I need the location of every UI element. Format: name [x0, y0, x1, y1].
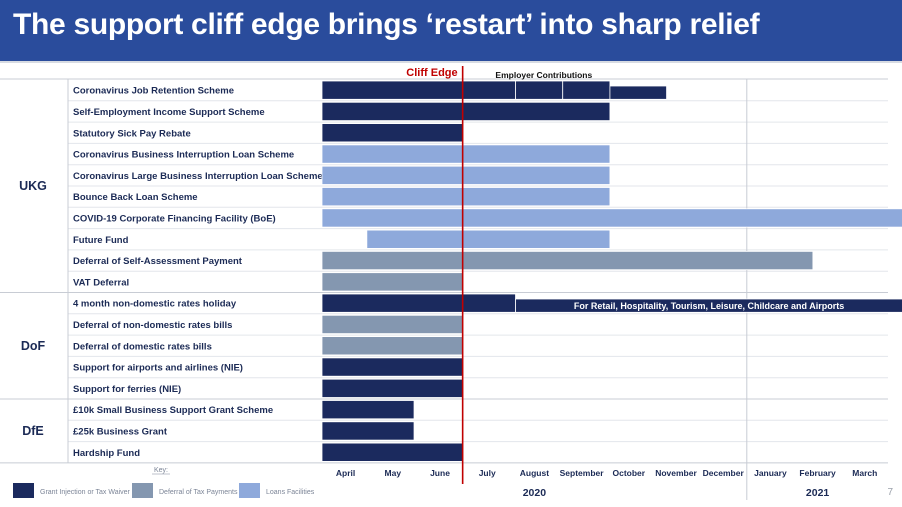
bar-grant: [562, 80, 611, 100]
row-label: Coronavirus Job Retention Scheme: [73, 86, 234, 97]
bar-grant: [321, 378, 464, 398]
row-label: Support for ferries (NIE): [73, 384, 181, 395]
bar-grant: [321, 123, 464, 143]
bar-grant: [321, 357, 464, 377]
bar-deferral: [321, 336, 464, 356]
page-title: The support cliff edge brings ‘restart’ …: [13, 8, 760, 41]
row-label: Self-Employment Income Support Scheme: [73, 107, 265, 118]
retail-hospitality-annotation: For Retail, Hospitality, Tourism, Leisur…: [574, 301, 844, 311]
group-label-dof: DoF: [21, 339, 46, 353]
bar-grant: [321, 400, 415, 420]
row-label: £10k Small Business Support Grant Scheme: [73, 405, 273, 416]
group-label-ukg: UKG: [19, 179, 47, 193]
month-label-january: January: [754, 468, 787, 478]
bar-loans: [321, 165, 611, 185]
row-label: Deferral of domestic rates bills: [73, 341, 212, 352]
month-label-april: April: [336, 468, 355, 478]
legend-swatch-deferral: [132, 483, 153, 498]
month-label-june: June: [430, 468, 450, 478]
legend-swatch-grant: [13, 483, 34, 498]
month-label-march: March: [852, 468, 877, 478]
bar-deferral: [321, 250, 814, 271]
row-label: Support for airports and airlines (NIE): [73, 363, 243, 374]
row-label: Bounce Back Loan Scheme: [73, 192, 198, 203]
bar-deferral: [321, 314, 464, 334]
row-label: Hardship Fund: [73, 448, 140, 459]
month-label-may: May: [385, 468, 402, 478]
month-label-november: November: [655, 468, 697, 478]
month-label-december: December: [703, 468, 745, 478]
bar-loans: [321, 208, 902, 228]
bar-loans: [321, 187, 611, 207]
row-label: Coronavirus Business Interruption Loan S…: [73, 150, 294, 161]
page-number: 7: [887, 487, 893, 498]
row-label: VAT Deferral: [73, 277, 129, 288]
bar-grant: [321, 421, 415, 441]
row-label: Coronavirus Large Business Interruption …: [73, 171, 323, 182]
month-label-february: February: [799, 468, 836, 478]
row-label: 4 month non-domestic rates holiday: [73, 299, 237, 310]
legend-label-deferral: Deferral of Tax Payments: [159, 489, 238, 496]
month-label-august: August: [520, 468, 549, 478]
bar-loans: [366, 229, 611, 249]
bar-grant: [321, 293, 516, 313]
month-label-july: July: [479, 468, 496, 478]
bar-deferral: [321, 272, 464, 292]
title-bar: The support cliff edge brings ‘restart’ …: [0, 0, 902, 61]
row-label: Statutory Sick Pay Rebate: [73, 128, 191, 139]
row-label: Deferral of Self-Assessment Payment: [73, 256, 243, 267]
cliff-edge-label: Cliff Edge: [406, 67, 457, 79]
bar-grant: [321, 80, 516, 100]
group-label-dfe: DfE: [22, 424, 44, 438]
bar-loans: [321, 144, 611, 164]
row-label: £25k Business Grant: [73, 426, 168, 437]
year-label-2020: 2020: [523, 487, 547, 499]
legend-label-grant: Grant Injection or Tax Waiver: [40, 489, 131, 496]
row-label: Future Fund: [73, 235, 129, 246]
legend-label-loans: Loans Facilities: [266, 489, 315, 496]
row-label: COVID-19 Corporate Financing Facility (B…: [73, 213, 276, 224]
bar-grant: [515, 298, 902, 313]
legend-swatch-loans: [239, 483, 260, 498]
year-label-2021: 2021: [806, 487, 830, 499]
bar-grant: [321, 101, 611, 122]
title-divider: [0, 61, 902, 63]
bar-grant: [321, 442, 464, 462]
bar-grant: [609, 85, 667, 100]
row-label: Deferral of non-domestic rates bills: [73, 320, 232, 331]
month-label-september: September: [560, 468, 605, 478]
legend-title: Key:: [154, 467, 168, 474]
month-label-october: October: [613, 468, 646, 478]
employer-contributions-annotation: Employer Contributions: [495, 70, 592, 80]
bar-grant: [515, 80, 564, 100]
